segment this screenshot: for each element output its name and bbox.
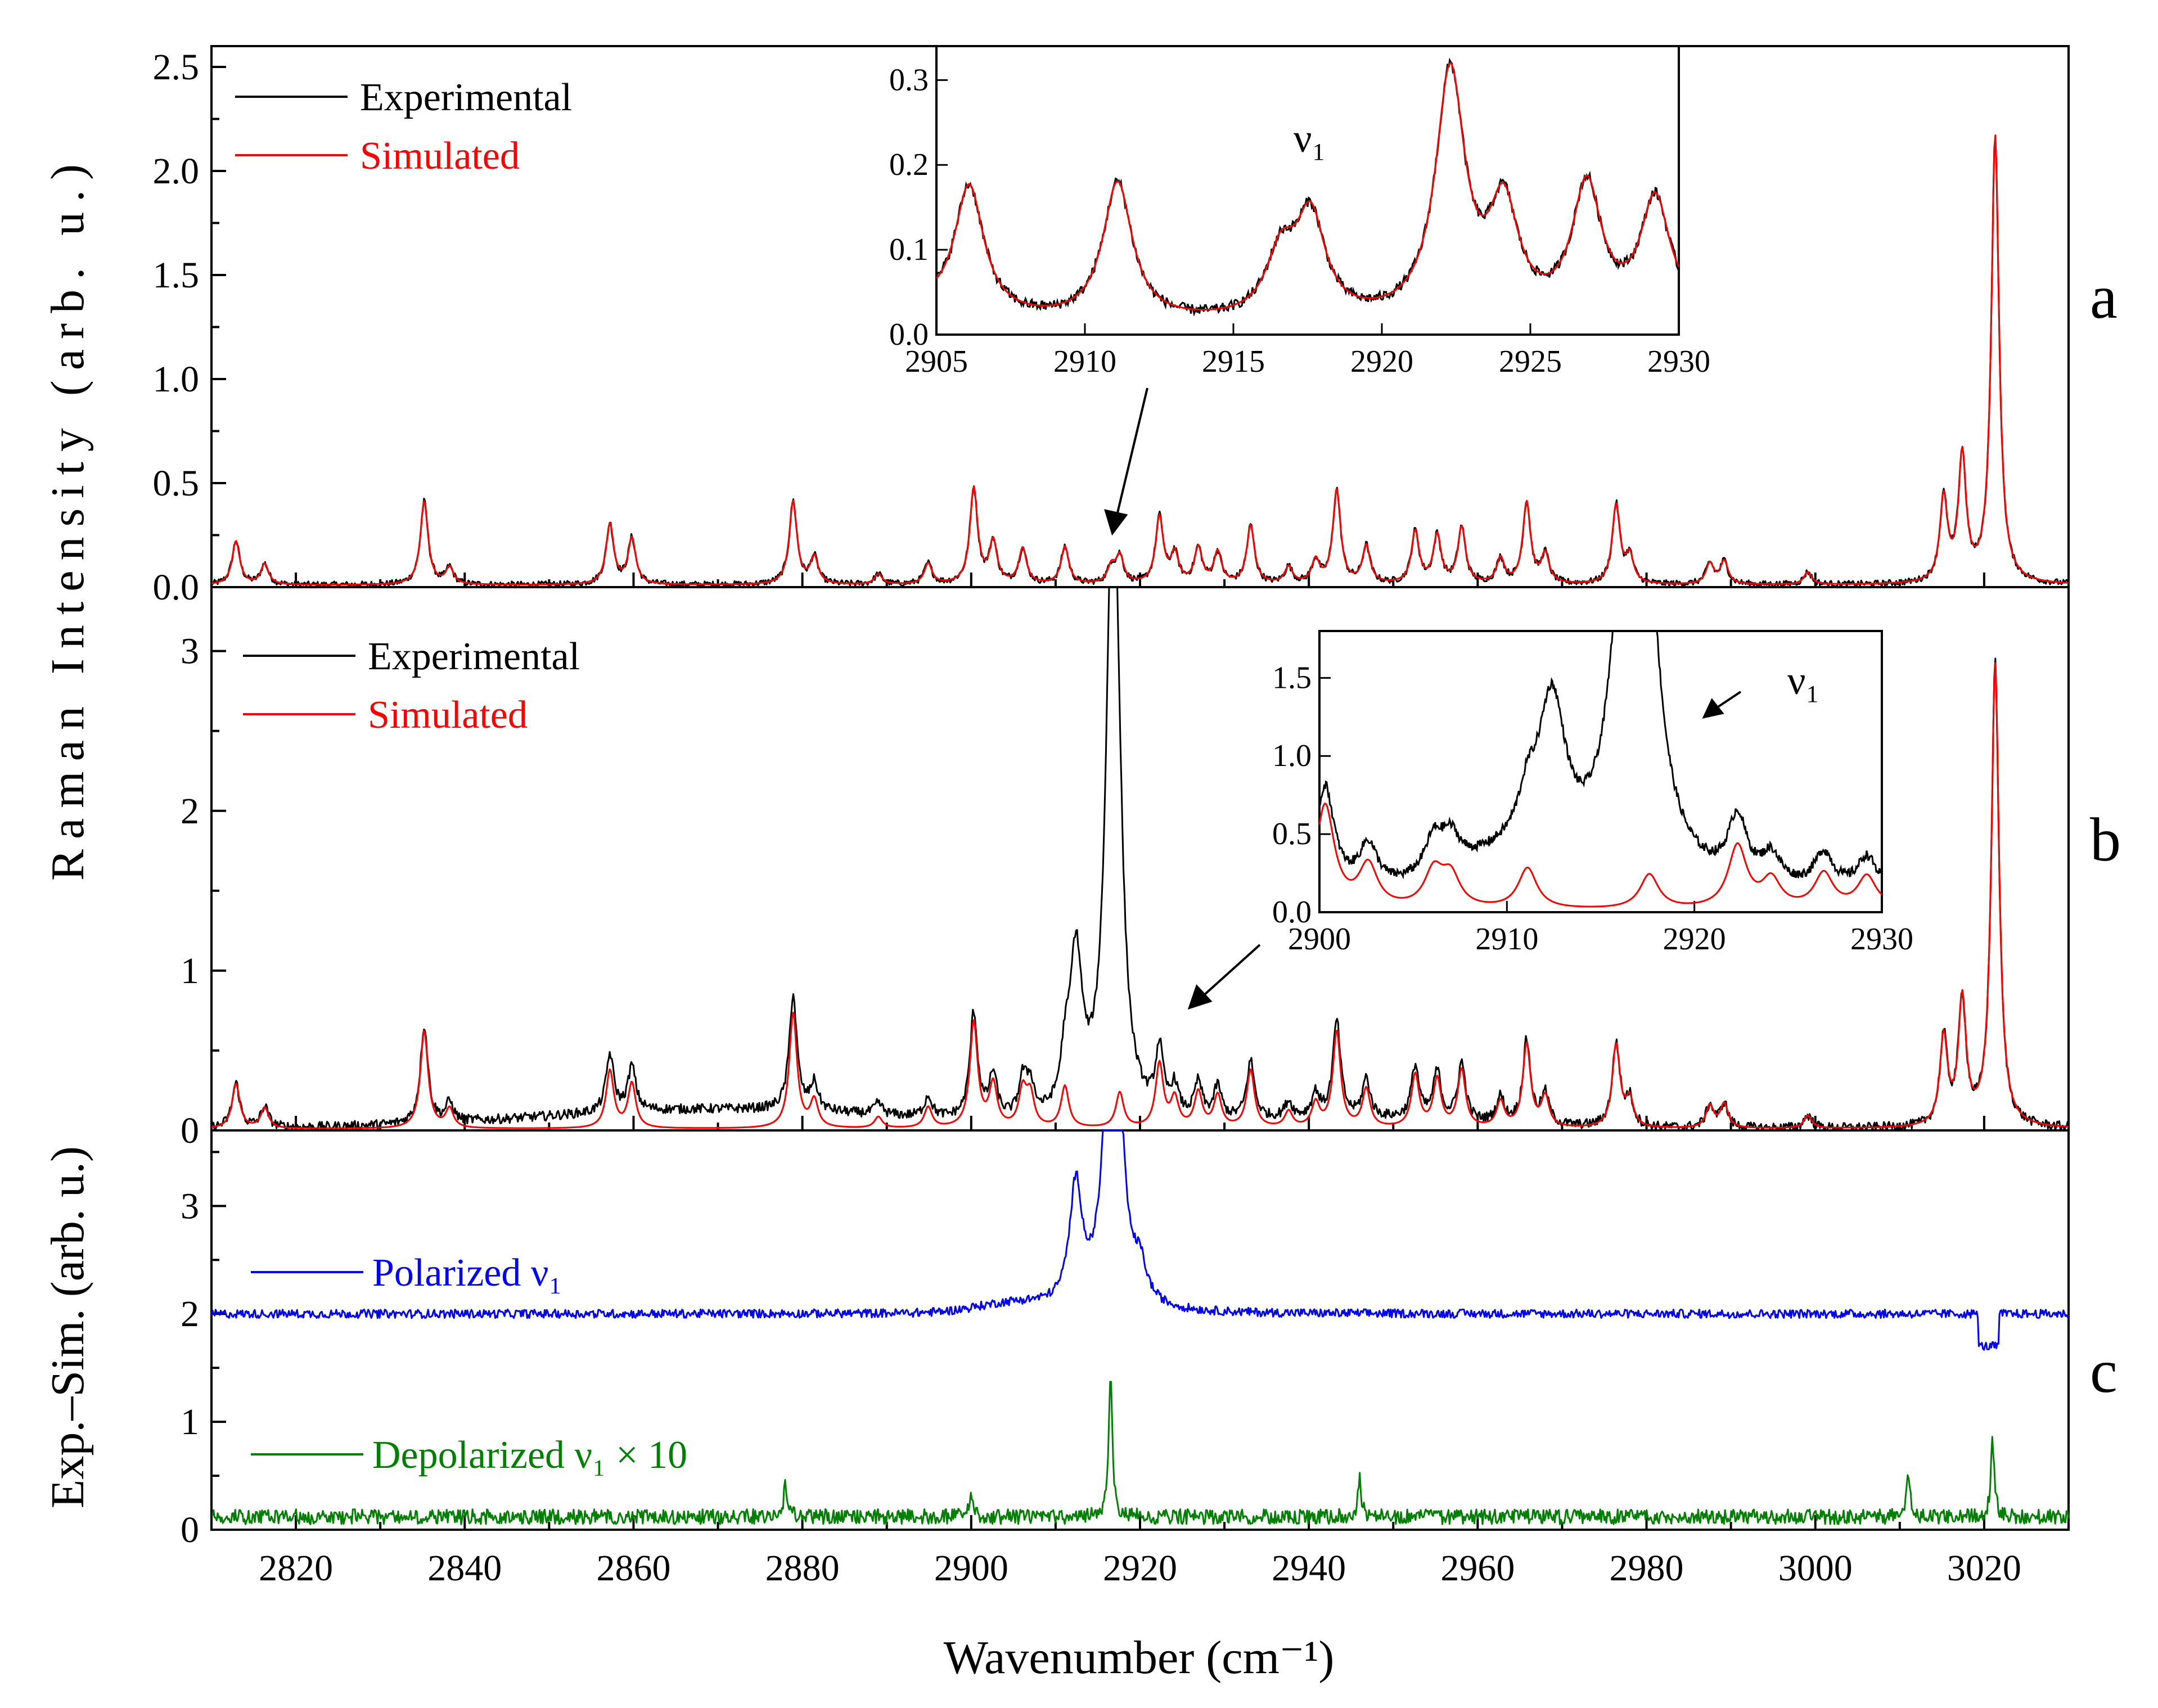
x-tick-label: 2860 (596, 1548, 670, 1589)
simulated-series-b (211, 662, 2069, 1129)
y-tick-label: 2 (181, 1294, 199, 1335)
annotation-arrows (1104, 387, 1742, 1010)
legend-b-experimental: Experimental (368, 635, 580, 678)
inset-y-tick-label: 0.0 (1272, 895, 1312, 930)
x-tick-label: 2920 (1103, 1548, 1177, 1589)
y-tick-label: 2.0 (153, 151, 200, 192)
inset-y-tick-label: 0.0 (889, 317, 929, 352)
inset-experimental-series (1318, 630, 1883, 880)
inset-b-title: ν₁ (1787, 658, 1820, 703)
polarized-series (210, 1129, 2069, 1351)
inset-simulated-series (935, 62, 1680, 311)
inset-x-tick-label: 2925 (1499, 344, 1562, 379)
y-tick-label: 1.5 (153, 255, 200, 296)
inset-y-tick-label: 1.0 (1272, 738, 1312, 773)
inset-x-tick-label: 2910 (1053, 344, 1116, 379)
x-tick-label: 2960 (1440, 1548, 1515, 1589)
legend-c: Polarized ν₁ Depolarized ν₁ × 10 (251, 1251, 687, 1477)
y-tick-label: 0.0 (153, 567, 200, 608)
y-tick-label: 0 (181, 1110, 199, 1151)
simulated-series-a (211, 134, 2069, 585)
x-tick-label: 2820 (259, 1548, 333, 1589)
inset-y-tick-label: 0.5 (1272, 817, 1312, 851)
inset-x-tick-label: 2930 (1647, 344, 1710, 379)
x-tick-label: 2880 (765, 1548, 840, 1589)
y-tick-label: 3 (181, 631, 199, 672)
y-axis-title-difference: Exp.–Sim. (arb. u.) (42, 1146, 94, 1508)
legend-c-polarized: Polarized ν₁ (372, 1251, 562, 1295)
inset-x-tick-label: 2915 (1202, 344, 1265, 379)
inset-x-tick-label: 2900 (1288, 922, 1351, 957)
legend-b-simulated: Simulated (368, 693, 528, 737)
x-axis-title: Wavenumber (cm⁻¹) (944, 1632, 1335, 1684)
y-tick-label: 0.5 (153, 463, 200, 504)
legend-a: Experimental Simulated (235, 76, 572, 178)
legend-b: Experimental Simulated (243, 635, 580, 737)
x-tick-label: 3000 (1778, 1548, 1853, 1589)
x-tick-label: 3020 (1947, 1548, 2021, 1589)
inset-x-tick-label: 2905 (905, 344, 968, 379)
inset-b: 2900 2910 2920 2930 0.0 0.5 1.0 1.5 (1272, 630, 1913, 957)
y-tick-label: 1 (181, 1401, 199, 1443)
inset-x-tick-label: 2910 (1475, 922, 1538, 957)
inset-y-tick-label: 0.1 (889, 232, 929, 267)
inset-x-tick-label: 2920 (1663, 922, 1726, 957)
experimental-series-a (210, 137, 2069, 588)
inset-simulated-series (1318, 802, 1883, 908)
depolarized-series (211, 1381, 2070, 1525)
inset-x-tick-label: 2930 (1850, 922, 1913, 957)
x-tick-label: 2940 (1272, 1548, 1346, 1589)
y-tick-label: 2 (181, 791, 199, 832)
y-tick-label: 0 (181, 1509, 199, 1551)
inset-y-tick-label: 0.2 (889, 147, 929, 182)
legend-c-depolarized: Depolarized ν₁ × 10 (372, 1434, 687, 1477)
panel-label-c: c (2090, 1337, 2118, 1405)
inset-x-tick-label: 2920 (1350, 344, 1413, 379)
legend-a-experimental: Experimental (360, 76, 572, 119)
legend-a-simulated: Simulated (360, 134, 520, 178)
inset-y-tick-label: 1.5 (1272, 660, 1312, 695)
y-axis-title-intensity: Raman Intensity (arb. u.) (42, 154, 94, 881)
y-tick-label: 1.0 (153, 359, 200, 400)
inset-a-title: ν₁ (1294, 116, 1326, 161)
y-tick-label: 1 (181, 950, 199, 992)
x-tick-label: 2980 (1610, 1548, 1684, 1589)
x-tick-label: 2900 (934, 1548, 1008, 1589)
x-tick-label: 2840 (427, 1548, 502, 1589)
inset-a: 2905 2910 2915 2920 2925 2930 0.0 0.1 0.2 0.3 (889, 45, 1710, 379)
inset-y-tick-label: 0.3 (889, 62, 929, 97)
data-curves (210, 134, 2070, 1525)
inset-experimental-series (935, 57, 1680, 317)
panel-label-a: a (2090, 263, 2118, 331)
y-tick-label: 2.5 (153, 47, 200, 88)
experimental-series-b (210, 586, 2070, 1132)
panel-label-b: b (2090, 805, 2121, 874)
y-tick-label: 3 (181, 1186, 199, 1227)
